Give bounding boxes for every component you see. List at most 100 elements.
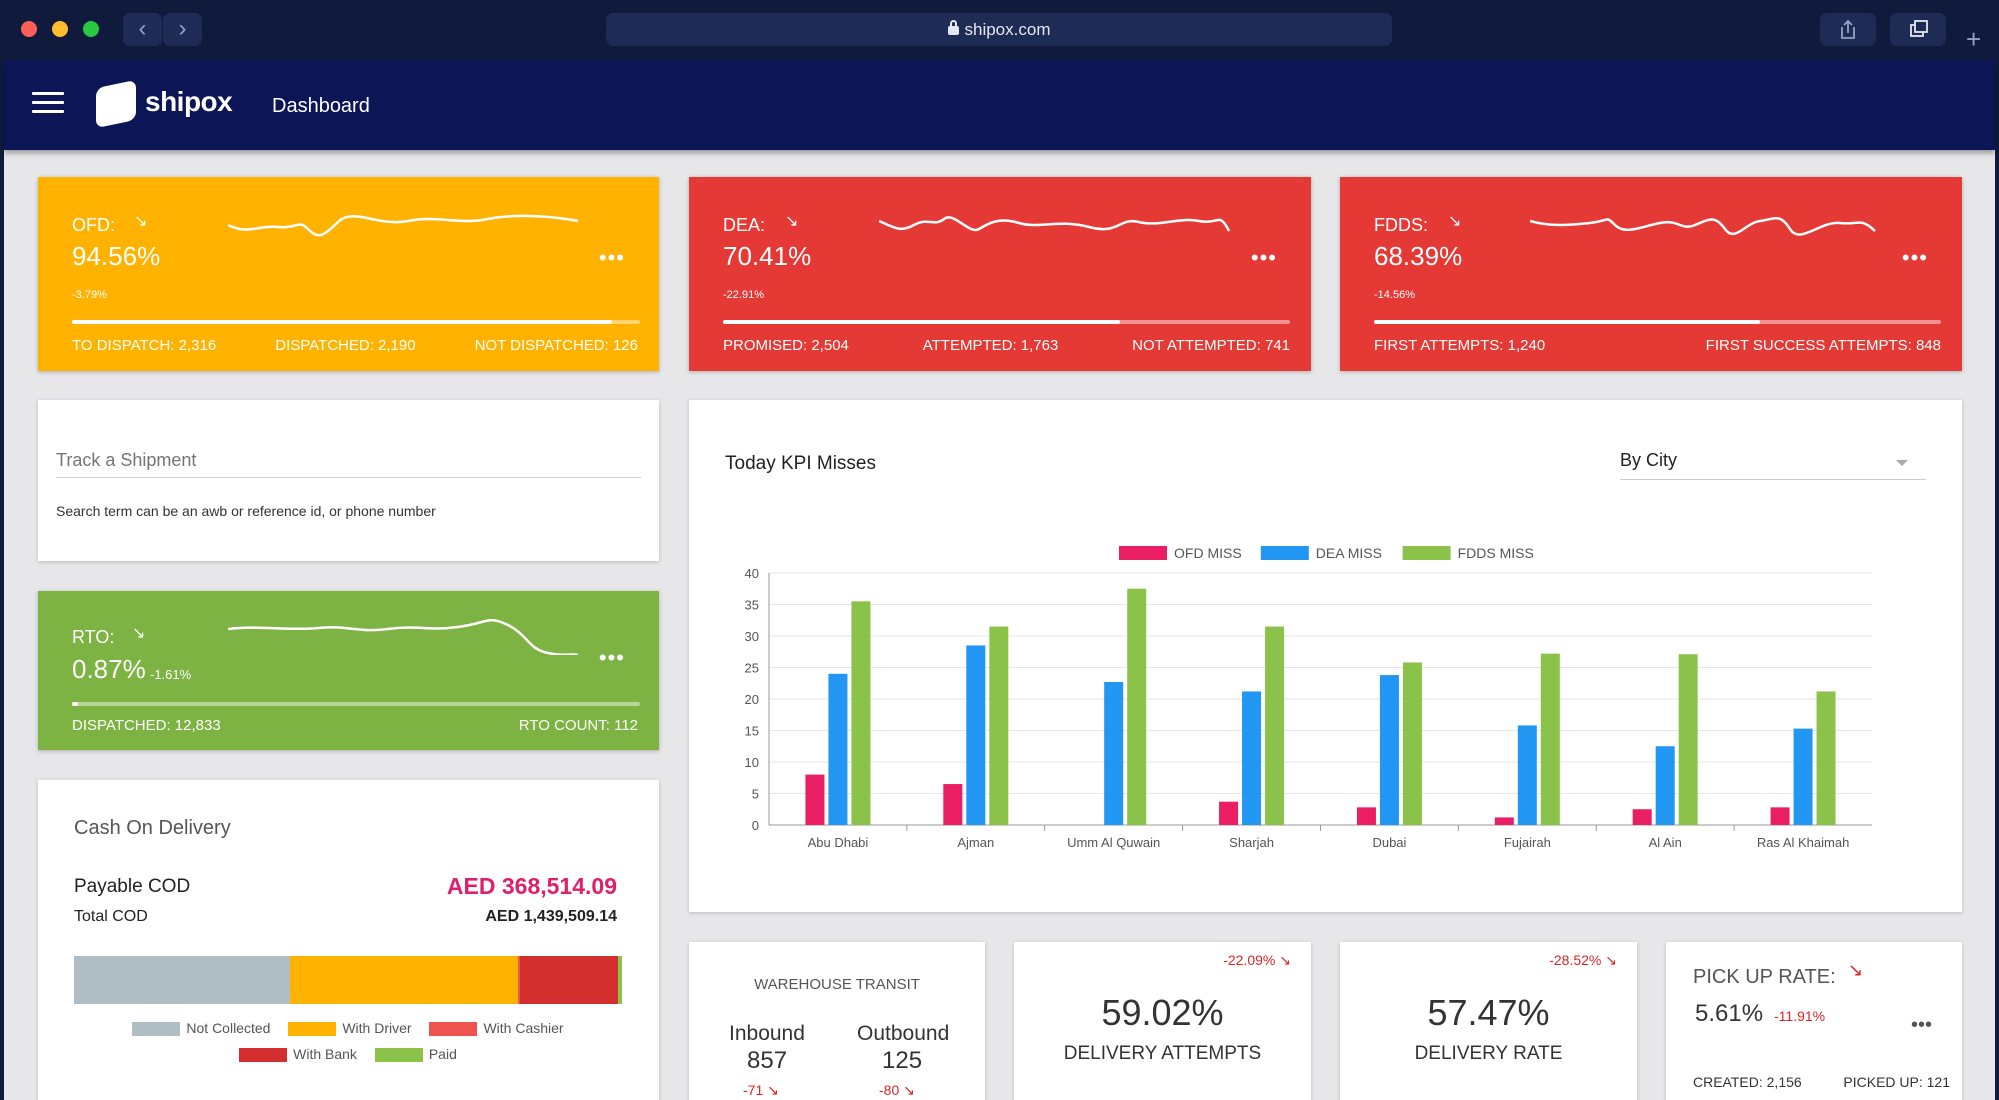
bar-dea-miss (1793, 728, 1813, 825)
kpi-progress-fill (72, 702, 78, 706)
bar-fdds-miss (989, 626, 1009, 825)
ofd-sparkline (228, 214, 579, 237)
trend-down-icon: ↘ (1605, 952, 1617, 968)
delivery-rate-card: -28.52% ↘ 57.47% DELIVERY RATE (1340, 942, 1637, 1100)
legend-label: Not Collected (186, 1020, 271, 1036)
warehouse-transit-card: WAREHOUSE TRANSIT Inbound 857 -71 ↘ Outb… (689, 942, 985, 1100)
fdds-sparkline (1530, 217, 1876, 236)
legend-with-cashier[interactable]: With Cashier (429, 1020, 564, 1037)
more-options-icon[interactable]: ••• (1910, 1014, 1932, 1036)
legend-with-bank[interactable]: With Bank (239, 1046, 357, 1063)
total-cod-label: Total COD (74, 908, 148, 925)
kpi-value: 0.87% (72, 654, 146, 684)
bar-fdds-miss (1678, 654, 1698, 825)
kpi-progress-fill (1374, 320, 1760, 324)
legend-swatch (132, 1022, 181, 1037)
rto-count-stat: RTO COUNT: 112 (518, 717, 638, 734)
y-tick-label: 20 (745, 692, 759, 707)
maximize-window-button[interactable] (83, 21, 99, 37)
delivery-rate-value: 57.47% (1427, 992, 1550, 1033)
legend-label: OFD MISS (1174, 545, 1242, 561)
trend-down-icon: ↘ (767, 1082, 779, 1098)
page-title: Dashboard (272, 95, 370, 117)
y-tick-label: 40 (745, 566, 759, 581)
cod-title: Cash On Delivery (74, 817, 231, 839)
y-tick-label: 35 (745, 598, 759, 613)
bar-dea-miss (1517, 725, 1537, 825)
legend-swatch (429, 1022, 478, 1037)
new-tab-button[interactable]: + (1966, 24, 1982, 54)
legend-paid[interactable]: Paid (374, 1046, 457, 1063)
more-options-icon[interactable]: ••• (598, 645, 625, 670)
kpi-delta: -22.91% (723, 289, 764, 301)
rto-dispatched-stat: DISPATCHED: 12,833 (72, 717, 221, 734)
legend-label: DEA MISS (1316, 545, 1382, 561)
kpi-label: OFD: (72, 215, 115, 235)
cod-stacked-bar (74, 956, 622, 1004)
window-edge-left (0, 60, 4, 1100)
trend-down-icon: ↘ (132, 625, 146, 642)
bar-dea-miss (1379, 675, 1399, 825)
legend-with-driver[interactable]: With Driver (288, 1020, 412, 1037)
tabs-overview-button[interactable] (1890, 13, 1946, 46)
y-tick-label: 0 (752, 818, 759, 833)
kpi-stats: FIRST ATTEMPTS: 1,240 FIRST SUCCESS ATTE… (1374, 337, 1941, 354)
legend-label: Paid (428, 1046, 457, 1062)
legend-swatch (288, 1022, 337, 1037)
cod-segment[interactable] (617, 956, 622, 1004)
cod-segment[interactable] (290, 956, 518, 1004)
bar-dea-miss (1242, 691, 1262, 825)
address-bar[interactable]: shipox.com (606, 13, 1392, 46)
warehouse-title: WAREHOUSE TRANSIT (754, 976, 920, 993)
bar-fdds-miss (1265, 626, 1285, 825)
bar-dea-miss (966, 645, 986, 825)
trend-down-icon: ↘ (903, 1082, 915, 1098)
kpi-stats: TO DISPATCH: 2,316 DISPATCHED: 2,190 NOT… (72, 337, 638, 354)
share-button[interactable] (1820, 13, 1876, 46)
fdds-kpi-card: FDDS: ↘ 68.39% -14.56% ••• FIRST ATTEMPT… (1340, 177, 1962, 371)
menu-icon[interactable] (32, 92, 64, 114)
legend-label: FDDS MISS (1458, 545, 1534, 561)
bar-dea-miss (1655, 746, 1675, 825)
ofd-kpi-card: OFD: ↘ 94.56% -3.79% ••• TO DISPATCH: 2,… (38, 177, 659, 371)
kpi-value: 68.39% (1374, 241, 1463, 271)
delivery-rate-delta: -28.52% ↘ (1549, 952, 1617, 969)
trend-down-icon: ↘ (1848, 960, 1864, 980)
bar-ofd-miss (1770, 807, 1790, 825)
x-tick-label: Al Ain (1649, 835, 1682, 850)
kpi-progress-track (723, 320, 1290, 324)
inbound-delta-text: -71 (743, 1082, 764, 1098)
pickup-label: PICK UP RATE: (1693, 966, 1836, 988)
cod-segment[interactable] (74, 956, 291, 1004)
close-window-button[interactable] (21, 21, 37, 37)
bar-fdds-miss (851, 601, 871, 825)
kpi-progress-track (1374, 320, 1941, 324)
bar-ofd-miss (805, 774, 825, 825)
kpi-delta: -3.79% (72, 289, 107, 301)
kpi-value: 70.41% (723, 241, 812, 271)
kpi-progress-track (72, 702, 640, 706)
minimize-window-button[interactable] (52, 21, 68, 37)
chevron-down-icon (1896, 460, 1908, 466)
kpi-stats: PROMISED: 2,504 ATTEMPTED: 1,763 NOT ATT… (723, 337, 1290, 354)
legend-not-collected[interactable]: Not Collected (132, 1020, 271, 1037)
outbound-delta: -80 ↘ (879, 1082, 915, 1099)
inbound-label: Inbound (729, 1022, 805, 1045)
cod-segment[interactable] (520, 956, 618, 1004)
track-shipment-input[interactable] (56, 450, 641, 478)
inbound-value: 857 (747, 1047, 788, 1074)
cod-segment[interactable] (517, 956, 521, 1004)
bar-ofd-miss (1494, 817, 1514, 825)
more-options-icon[interactable]: ••• (1250, 245, 1277, 270)
kpi-label: DEA: (723, 215, 766, 235)
more-options-icon[interactable]: ••• (1901, 245, 1928, 270)
forward-button[interactable]: › (163, 13, 202, 46)
y-tick-label: 25 (745, 661, 759, 676)
y-tick-label: 30 (745, 629, 759, 644)
trend-down-icon: ↘ (1448, 213, 1462, 230)
browser-toolbar: ‹ › shipox.com + (0, 0, 1999, 60)
url-text: shipox.com (964, 20, 1051, 39)
more-options-icon[interactable]: ••• (598, 245, 625, 270)
city-filter-select[interactable]: By City (1620, 450, 1926, 480)
back-button[interactable]: ‹ (123, 13, 162, 46)
